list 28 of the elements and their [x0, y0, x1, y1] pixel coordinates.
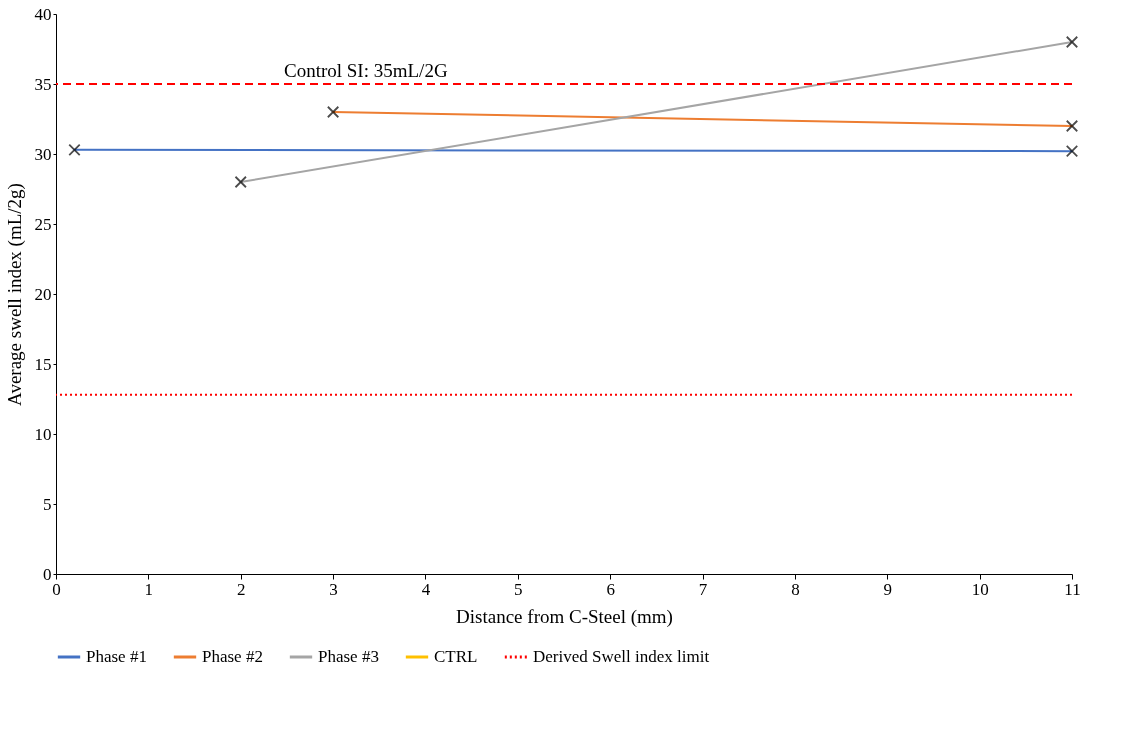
y-axis-title: Average swell index (mL/2g)	[3, 183, 26, 406]
ref-line-label: Control SI: 35mL/2G	[284, 60, 448, 81]
y-tick-label: 15	[34, 354, 52, 374]
y-tick-label: 40	[34, 4, 52, 24]
x-tick-label: 11	[1064, 579, 1081, 599]
y-tick-label: 35	[34, 74, 52, 94]
legend-label: Phase #3	[318, 647, 379, 666]
legend-label: CTRL	[434, 647, 478, 666]
y-tick-label: 30	[34, 144, 52, 164]
x-tick-label: 10	[971, 579, 989, 599]
legend-label: Derived Swell index limit	[533, 647, 710, 666]
y-tick-label: 5	[43, 494, 52, 514]
x-axis-title: Distance from C-Steel (mm)	[456, 605, 673, 628]
x-tick-label: 3	[329, 579, 338, 599]
x-tick-label: 8	[791, 579, 800, 599]
y-tick-label: 10	[34, 424, 52, 444]
y-tick-label: 0	[43, 564, 52, 584]
x-tick-label: 2	[236, 579, 246, 599]
x-tick-label: 5	[514, 579, 523, 599]
x-tick-label: 9	[883, 579, 893, 599]
x-tick-label: 7	[698, 579, 708, 599]
legend-label: Phase #2	[202, 647, 263, 666]
y-tick-label: 20	[34, 284, 52, 304]
x-tick-label: 6	[606, 579, 615, 599]
x-tick-label: 4	[421, 579, 431, 599]
x-tick-label: 1	[144, 579, 154, 599]
legend-label: Phase #1	[86, 647, 147, 666]
y-tick-label: 25	[34, 214, 52, 234]
